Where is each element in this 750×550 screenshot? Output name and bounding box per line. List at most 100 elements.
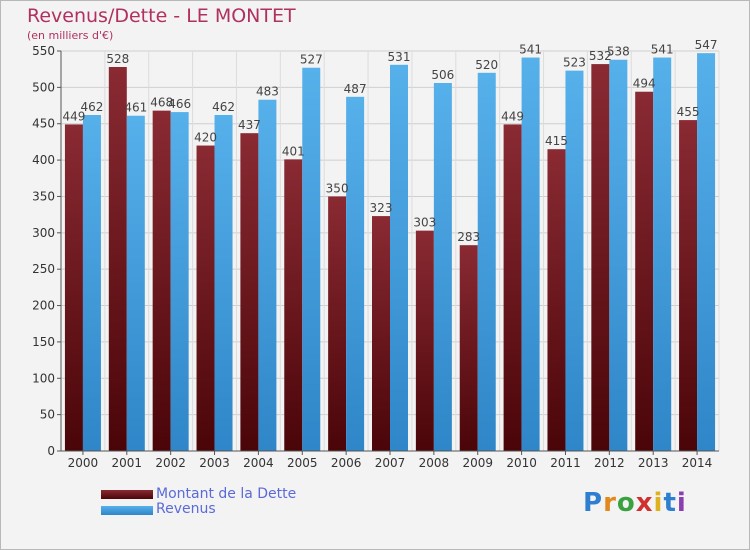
bar-dette [415,230,434,451]
data-label: 531 [388,50,411,64]
x-tick-label: 2006 [331,456,362,470]
y-tick-label: 200 [32,299,55,313]
bar-dette [64,124,83,452]
y-tick-label: 100 [32,371,55,385]
bar-revenus [697,53,716,451]
x-tick-label: 2002 [155,456,186,470]
data-label: 487 [344,82,367,96]
data-label: 541 [519,43,542,57]
bar-revenus [565,70,584,452]
legend-swatch-debt [101,490,153,499]
data-label: 466 [168,97,191,111]
y-tick-label: 550 [32,44,55,58]
y-tick-label: 50 [40,408,55,422]
data-label: 506 [431,68,454,82]
y-tick-label: 500 [32,80,55,94]
x-tick-label: 2009 [462,456,493,470]
data-label: 462 [80,100,103,114]
logo-letter: i [653,488,664,518]
data-label: 494 [633,77,656,91]
data-label: 523 [563,56,586,70]
bar-revenus [258,99,277,452]
data-label: 323 [370,201,393,215]
x-tick-label: 2001 [112,456,143,470]
bar-dette [679,120,698,451]
chart-title: Revenus/Dette - LE MONTET [27,5,296,27]
chart-subtitle: (en milliers d'€) [27,29,114,42]
bar-revenus [477,72,496,452]
data-label: 547 [695,38,718,52]
data-label: 541 [651,43,674,57]
data-label: 401 [282,144,305,158]
data-label: 538 [607,45,630,59]
legend-label-revenus: Revenus [156,501,216,517]
bar-revenus [653,57,672,451]
bar-dette [328,196,347,451]
data-label: 350 [326,181,349,195]
data-label: 415 [545,134,568,148]
bar-revenus [390,64,408,451]
logo-letter: o [616,488,636,518]
bar-revenus [609,59,628,452]
legend-label-debt: Montant de la Dette [156,486,297,502]
bar-dette [284,159,303,451]
logo-letter: t [663,488,677,518]
y-tick-label: 0 [47,444,55,458]
bar-dette [108,67,127,451]
data-label: 449 [501,109,524,123]
logo-letter: r [603,488,617,518]
bar-revenus [302,67,321,452]
logo-letter: x [635,488,654,518]
x-tick-label: 2007 [375,456,406,470]
bar-revenus [82,115,101,451]
data-label: 437 [238,118,261,132]
x-tick-label: 2013 [638,456,669,470]
data-label: 527 [300,53,323,67]
bar-dette [547,149,566,451]
bars [64,53,716,452]
axes: 0 50 100 150 200 250 300 350 400 450 500 550 2000 200… [32,44,719,470]
bar-dette [459,245,478,451]
bar-dette [196,145,215,451]
data-label: 462 [212,100,235,114]
x-tick-label: 2008 [419,456,450,470]
data-label: 468 [150,96,173,110]
data-label: 420 [194,131,217,145]
bar-revenus [433,83,452,451]
bar-dette [240,133,259,451]
data-label: 303 [413,216,436,230]
data-label: 283 [457,230,480,244]
x-tick-label: 2012 [594,456,625,470]
bar-dette [152,110,171,452]
y-tick-label: 300 [32,226,55,240]
data-label: 455 [677,105,700,119]
x-tick-label: 2000 [68,456,99,470]
logo-letter: i [676,488,687,518]
x-tick-label: 2005 [287,456,318,470]
bar-revenus [126,115,145,452]
proxiti-logo: Proxiti [583,488,687,518]
y-tick-label: 450 [32,117,55,131]
bar-dette [372,216,390,451]
data-label: 520 [475,58,498,72]
bar-dette [591,64,610,451]
data-label: 528 [106,52,129,66]
x-tick-label: 2014 [682,456,713,470]
bar-revenus [346,96,365,452]
bar-revenus [170,112,189,451]
data-label: 449 [62,109,85,123]
data-label: 483 [256,85,279,99]
x-tick-label: 2004 [243,456,274,470]
bar-dette [503,124,522,452]
y-tick-label: 150 [32,335,55,349]
y-tick-label: 250 [32,262,55,276]
y-tick-label: 400 [32,153,55,167]
bar-revenus [214,115,233,451]
bar-revenus [521,57,540,451]
bar-dette [635,91,654,452]
x-tick-label: 2011 [550,456,581,470]
logo-letter: P [583,488,604,518]
